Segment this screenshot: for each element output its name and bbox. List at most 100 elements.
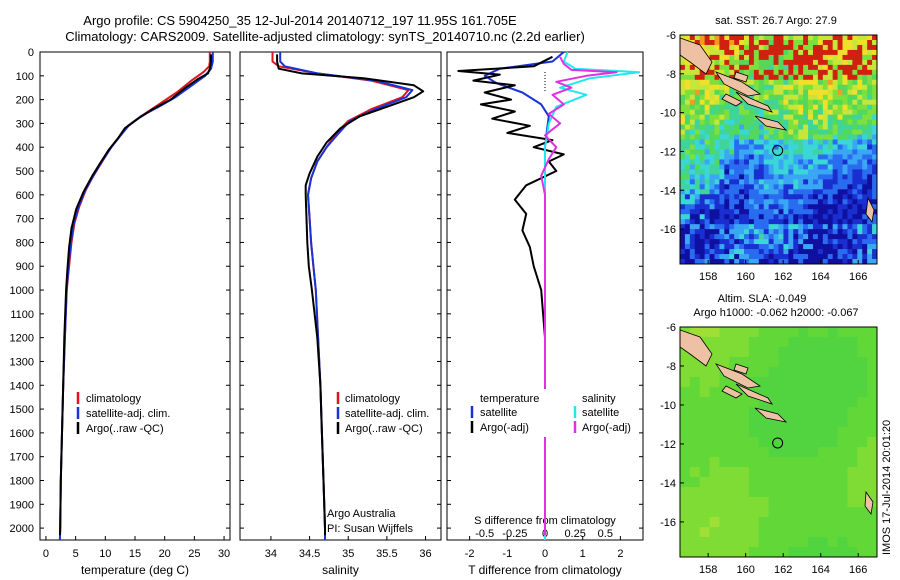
heatmap-cell (812, 144, 819, 151)
x-tick-label: 2 (617, 548, 623, 560)
heatmap-cell (729, 497, 740, 508)
heatmap-cell (758, 387, 770, 398)
heatmap-cell (753, 174, 760, 180)
heatmap-cell (783, 35, 789, 41)
heatmap-cell (832, 189, 839, 195)
heatmap-cell (837, 134, 844, 141)
heatmap-cell (803, 169, 809, 175)
heatmap-cell (788, 259, 794, 264)
heatmap-cell (808, 387, 819, 398)
heatmap-cell (739, 114, 745, 121)
heatmap-cell (734, 134, 740, 141)
heatmap-cell (684, 134, 691, 141)
heatmap-cell (768, 64, 775, 71)
heatmap-cell (704, 219, 711, 225)
heatmap-cell (744, 124, 750, 131)
heatmap-cell (808, 407, 819, 418)
heatmap-cell (758, 164, 765, 171)
heatmap-cell (808, 149, 814, 156)
heatmap-cell (867, 407, 877, 418)
heatmap-cell (724, 119, 730, 126)
heatmap-cell (748, 447, 760, 458)
heatmap-cell (734, 144, 740, 151)
heatmap-cell (817, 347, 829, 358)
heatmap-cell (778, 119, 785, 126)
heatmap-cell (739, 249, 745, 255)
heatmap-cell (699, 99, 706, 106)
heatmap-cell (822, 134, 829, 141)
heatmap-cell (788, 69, 794, 76)
heatmap-cell (852, 194, 858, 200)
heatmap-cell (744, 104, 750, 111)
heatmap-cell (729, 234, 735, 240)
heatmap-cell (778, 497, 789, 508)
heatmap-cell (803, 109, 809, 116)
heatmap-cell (699, 124, 706, 131)
heatmap-cell (832, 229, 839, 235)
heatmap-cell (714, 94, 720, 101)
heatmap-cell (699, 327, 711, 338)
heatmap-cell (872, 54, 877, 61)
heatmap-cell (739, 54, 745, 61)
heatmap-cell (872, 139, 877, 146)
heatmap-cell (798, 234, 804, 240)
heatmap-cell (827, 527, 839, 538)
heatmap-cell (709, 477, 720, 488)
heatmap-cell (704, 249, 711, 255)
heatmap-cell (857, 377, 868, 388)
heatmap-cell (684, 64, 691, 71)
heatmap-cell (680, 224, 686, 230)
heatmap-cell (867, 39, 873, 46)
heatmap-cell (719, 447, 730, 458)
heatmap-cell (808, 249, 814, 255)
heatmap-cell (739, 189, 745, 195)
heatmap-cell (684, 59, 691, 66)
heatmap-cell (847, 259, 853, 264)
heatmap-cell (739, 194, 745, 200)
heatmap-cell (872, 134, 877, 141)
map-x-tick-label: 166 (849, 271, 867, 283)
heatmap-cell (832, 39, 839, 46)
heatmap-cell (803, 209, 809, 215)
heatmap-cell (729, 179, 735, 185)
heatmap-cell (867, 154, 873, 161)
heatmap-cell (744, 149, 750, 156)
heatmap-cell (704, 239, 711, 245)
heatmap-cell (817, 219, 824, 225)
heatmap-cell (763, 54, 770, 61)
heatmap-cell (822, 84, 829, 91)
heatmap-cell (680, 204, 686, 210)
heatmap-cell (680, 189, 686, 195)
heatmap-cell (739, 347, 750, 358)
heatmap-cell (803, 54, 809, 61)
heatmap-cell (778, 337, 789, 348)
heatmap-cell (714, 114, 720, 121)
heatmap-cell (684, 164, 691, 171)
heatmap-cell (812, 84, 819, 91)
heatmap-cell (793, 99, 799, 106)
heatmap-cell (748, 234, 755, 240)
heatmap-cell (699, 209, 706, 215)
heatmap-cell (758, 84, 765, 91)
heatmap-cell (778, 139, 785, 146)
heatmap-cell (699, 387, 711, 398)
heatmap-cell (763, 239, 770, 245)
heatmap-cell (783, 239, 789, 245)
heatmap-cell (872, 119, 877, 126)
heatmap-cell (867, 487, 877, 498)
heatmap-cell (808, 417, 819, 428)
heatmap-cell (709, 397, 720, 408)
heatmap-cell (778, 134, 785, 141)
heatmap-cell (689, 367, 701, 378)
heatmap-cell (793, 149, 799, 156)
heatmap-cell (689, 89, 696, 96)
heatmap-cell (812, 39, 819, 46)
heatmap-cell (798, 397, 809, 408)
heatmap-cell (847, 119, 853, 126)
heatmap-cell (744, 199, 750, 205)
heatmap-cell (812, 234, 819, 240)
heatmap-cell (758, 194, 765, 200)
heatmap-cell (734, 59, 740, 66)
heatmap-cell (857, 154, 863, 161)
